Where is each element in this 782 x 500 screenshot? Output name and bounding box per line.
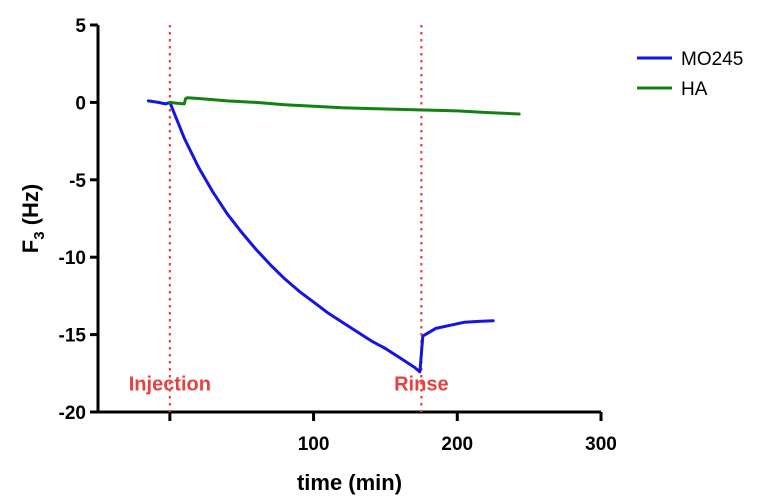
series-line-mo245 [146, 99, 495, 374]
y-tick-label: -10 [59, 248, 86, 269]
legend-label: MO245 [681, 49, 743, 70]
x-tick-label: 300 [585, 434, 617, 455]
x-tick-label: 200 [441, 434, 473, 455]
y-axis-title-unit: (Hz) [18, 184, 43, 232]
y-tick-label: -20 [59, 403, 86, 424]
y-axis-title: F3 (Hz) [18, 184, 48, 253]
y-axis-title-subscript: 3 [31, 231, 48, 239]
legend: MO245 HA [637, 49, 743, 100]
series-line-ha [168, 96, 521, 116]
series-lines [146, 96, 521, 374]
y-tick-label: 0 [75, 93, 86, 114]
y-axis-title-main: F [18, 240, 43, 253]
annotation-lines [168, 25, 423, 412]
y-tick-label: -5 [69, 171, 86, 192]
y-tick-label: 5 [75, 16, 86, 37]
annotation-labels: Injection Rinse [129, 373, 449, 395]
x-tick-label: 100 [298, 434, 330, 455]
y-tick-label: -15 [59, 326, 87, 347]
annotation-label: Rinse [394, 373, 448, 395]
x-axis-title: time (min) [297, 470, 402, 495]
axes: 5 0 -5 -10 -15 -20 100 200 300 [59, 16, 617, 455]
legend-label: HA [681, 79, 708, 100]
annotation-label: Injection [129, 373, 211, 395]
